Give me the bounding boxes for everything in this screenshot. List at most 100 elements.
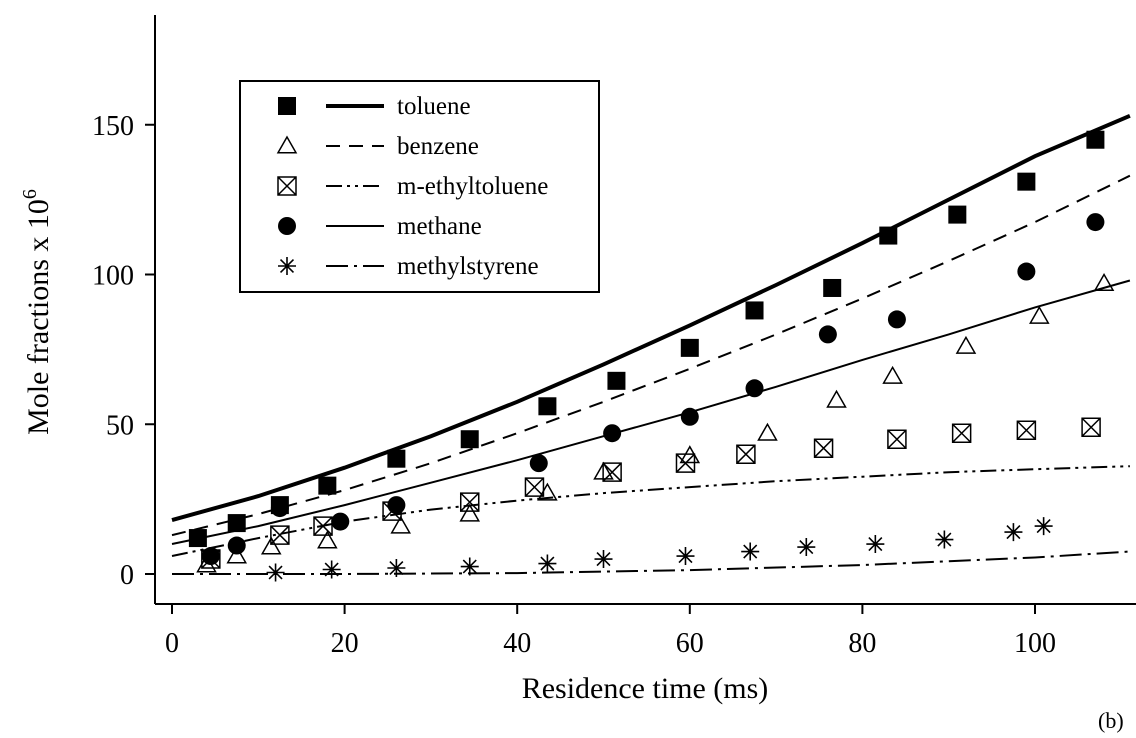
m-ethyltoluene-point [1016, 420, 1037, 440]
methylstyrene-point [387, 559, 406, 578]
benzene-point [1093, 272, 1115, 291]
benzene-point [826, 389, 847, 408]
m-ethyltoluene-point [951, 423, 972, 443]
methylstyrene-point [1034, 517, 1053, 536]
x-tick-label: 60 [676, 628, 704, 659]
benzene-legend-marker [276, 135, 298, 154]
methane-point [1086, 213, 1105, 232]
methylstyrene-point [460, 557, 479, 576]
m-ethyltoluene-point [813, 438, 834, 458]
m-ethyltoluene-legend-label: m-ethyltoluene [397, 173, 548, 200]
methane-point [387, 496, 406, 515]
methylstyrene-point [866, 535, 885, 554]
toluene-point [1017, 172, 1036, 191]
benzene-point [459, 503, 481, 522]
m-ethyltoluene-point [459, 492, 480, 512]
toluene-point [745, 301, 764, 320]
toluene-point [318, 476, 337, 495]
x-tick-label: 100 [1014, 628, 1056, 659]
y-axis-title-text: Mole fractions x 10 [22, 199, 55, 435]
x-tick-label: 40 [503, 628, 531, 659]
toluene-point [948, 205, 967, 224]
toluene-point [879, 226, 898, 245]
methylstyrene-legend-marker [278, 257, 296, 275]
methane-legend-label: methane [397, 213, 482, 240]
toluene-point [387, 449, 406, 468]
panel-label: (b) [1098, 708, 1124, 733]
methane-point [1017, 262, 1036, 281]
m-ethyltoluene-point [675, 453, 696, 473]
plot-frame [154, 15, 1136, 605]
methane-point [201, 547, 220, 566]
m-ethyltoluene-legend-marker [277, 176, 297, 196]
methylstyrene-point [594, 550, 613, 569]
toluene-point [1086, 130, 1105, 149]
benzene-point [757, 422, 778, 441]
y-tick-label: 0 [120, 560, 134, 591]
methylstyrene-point [676, 547, 695, 566]
m-ethyltoluene-point [602, 462, 622, 482]
x-axis-ticks: 0 20 40 60 80 100 [165, 604, 1056, 659]
toluene-point [188, 529, 207, 548]
methane-point [331, 512, 350, 531]
x-tick-label: 80 [848, 628, 876, 659]
toluene-point [538, 397, 557, 416]
methylstyrene-point [266, 563, 285, 582]
toluene-point [823, 278, 842, 297]
y-axis-title-exponent: 6 [19, 189, 41, 199]
m-ethyltoluene-point [1081, 417, 1101, 437]
y-axis-title-group: Mole fractions x 106 [19, 189, 55, 435]
m-ethyltoluene-model-line [171, 465, 1130, 557]
benzene-point [1029, 305, 1050, 324]
methane-point [529, 454, 548, 473]
methylstyrene-legend-label: methylstyrene [397, 253, 539, 280]
benzene-point [260, 536, 282, 555]
m-ethyltoluene-point [270, 525, 290, 545]
methane-point [818, 325, 837, 344]
methane-point [270, 499, 289, 518]
methane-point [227, 536, 246, 555]
methylstyrene-point [538, 554, 557, 573]
benzene-point [955, 335, 977, 354]
x-axis-title: Residence time (ms) [522, 672, 769, 705]
m-ethyltoluene-point [524, 477, 545, 497]
toluene-point [680, 338, 699, 357]
y-tick-label: 100 [92, 261, 134, 292]
methylstyrene-point [322, 560, 341, 579]
toluene-legend-label: toluene [397, 93, 471, 120]
y-tick-label: 50 [106, 410, 134, 441]
toluene-point [460, 430, 479, 449]
x-tick-label: 20 [331, 628, 359, 659]
y-axis-title: Mole fractions x 106 [19, 189, 55, 435]
methylstyrene-point [741, 542, 760, 561]
methane-point [680, 407, 699, 426]
methylstyrene-point [935, 530, 954, 549]
methylstyrene-point [797, 538, 816, 557]
y-tick-label: 150 [92, 111, 134, 142]
methylstyrene-model-line [172, 550, 1130, 575]
methane-point [603, 424, 622, 443]
benzene-legend-label: benzene [397, 133, 479, 160]
m-ethyltoluene-point [887, 429, 907, 449]
methane-legend-marker [278, 217, 296, 235]
methane-point [745, 379, 764, 398]
benzene-point [390, 515, 411, 534]
methane-point [887, 310, 906, 329]
toluene-model-line [171, 113, 1131, 523]
x-tick-label: 0 [165, 628, 179, 659]
legend: toluene benzene m-ethyltoluene methane methy… [239, 80, 600, 293]
m-ethyltoluene-point [313, 516, 333, 536]
methylstyrene-point [1004, 523, 1023, 542]
toluene-legend-marker [278, 97, 296, 115]
legend-box [239, 80, 600, 293]
m-ethyltoluene-point [736, 444, 756, 464]
benzene-point [882, 365, 903, 384]
y-axis-ticks: 0 50 100 150 [92, 111, 155, 591]
toluene-point [607, 371, 626, 390]
benzene-point [226, 545, 248, 564]
benzene-point [317, 530, 338, 549]
methane-model-line [171, 279, 1131, 545]
data-points [188, 130, 1115, 582]
toluene-point [227, 514, 246, 533]
